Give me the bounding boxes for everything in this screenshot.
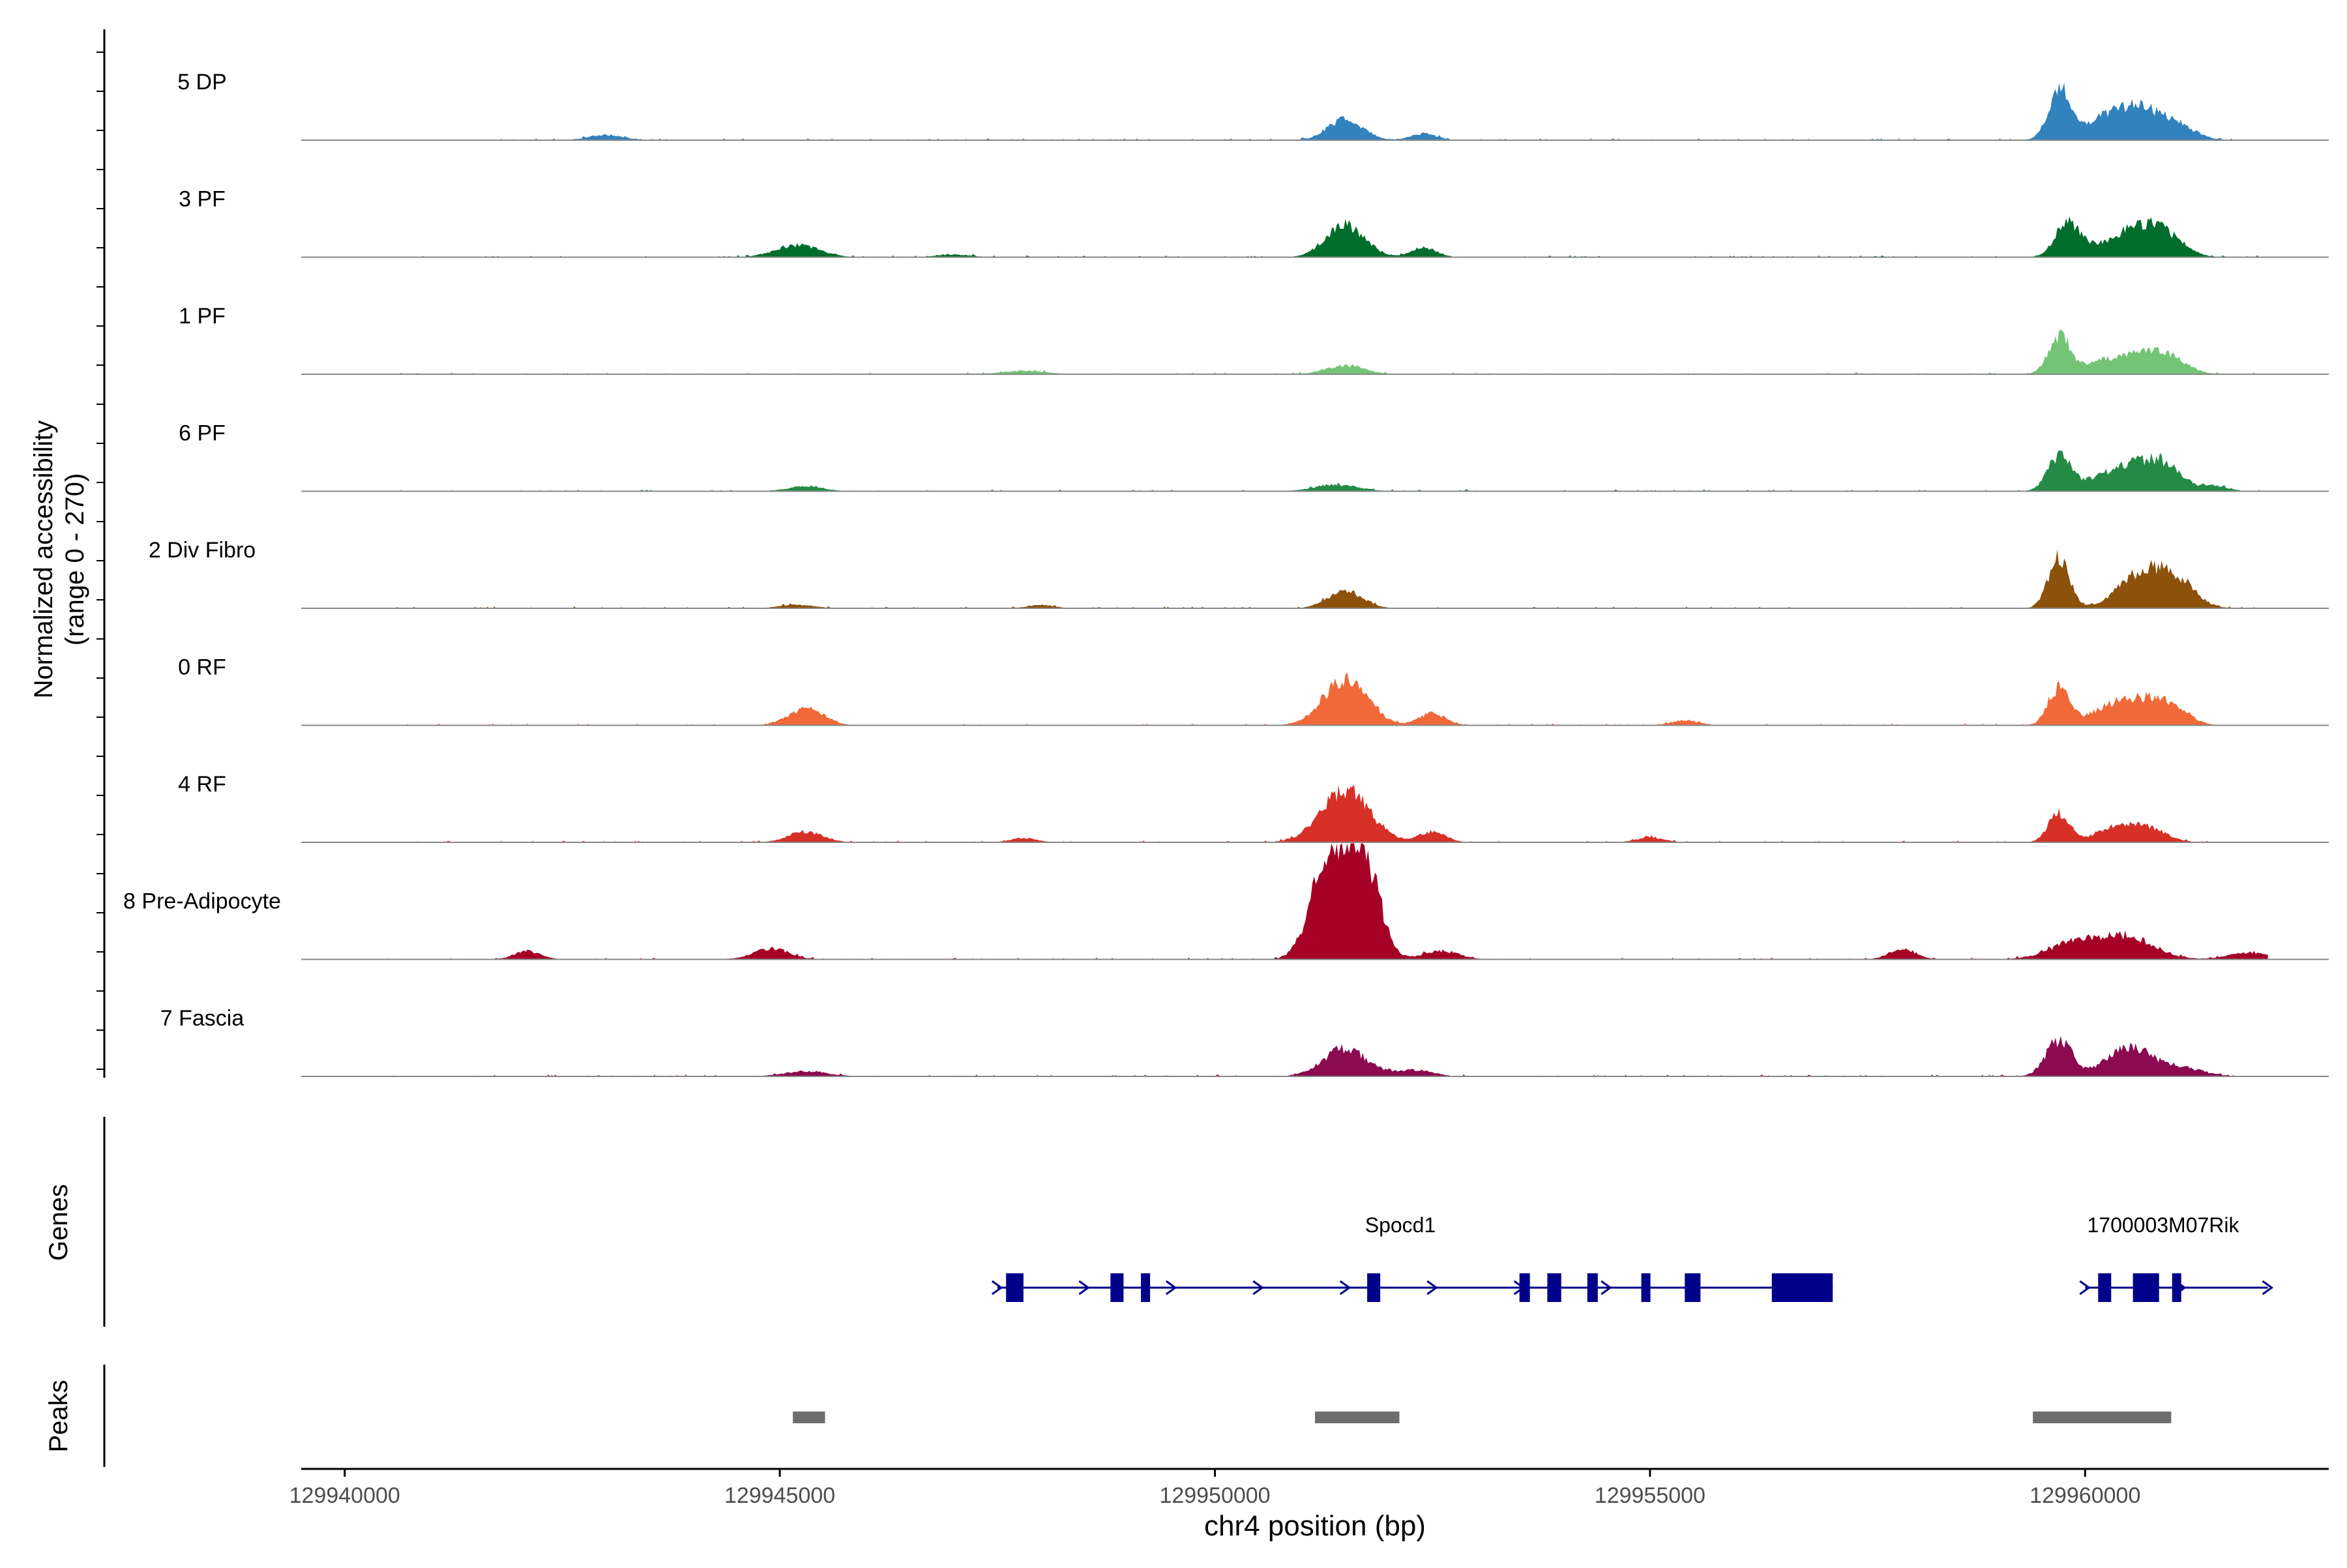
track-5-dp: 5 DP — [177, 70, 2329, 141]
track-4-rf: 4 RF — [178, 772, 2329, 843]
peak-regions — [793, 1412, 2172, 1423]
track-3-pf: 3 PF — [179, 187, 2329, 258]
coverage-area — [388, 672, 2268, 726]
strand-arrow — [1339, 1280, 1351, 1295]
peak-region — [1315, 1412, 1400, 1423]
track-label: 2 Div Fibro — [149, 538, 256, 563]
x-tick-label: 129945000 — [724, 1483, 835, 1508]
track-2-div-fibro: 2 Div Fibro — [149, 538, 2329, 609]
track-label: 4 RF — [178, 772, 226, 797]
exon — [2098, 1273, 2112, 1302]
strand-arrow — [1165, 1280, 1177, 1295]
x-axis: 129940000 129945000 129950000 129955000 1299… — [289, 1468, 2329, 1542]
strand-arrow — [1078, 1280, 1090, 1295]
exon — [1006, 1273, 1024, 1302]
x-ticks: 129940000 129945000 129950000 129955000 1299… — [289, 1469, 2140, 1508]
exon — [1547, 1273, 1561, 1302]
x-axis-label: chr4 position (bp) — [1204, 1510, 1426, 1542]
coverage-ylabel-line2: (range 0 - 270) — [61, 473, 89, 646]
genes-ylabel: Genes — [44, 1184, 73, 1261]
x-tick-label: 129940000 — [289, 1483, 400, 1508]
coverage-area — [388, 784, 2268, 842]
coverage-area — [388, 216, 2268, 258]
exon — [1141, 1273, 1151, 1302]
track-label: 6 PF — [179, 421, 226, 446]
track-6-pf: 6 PF — [179, 421, 2329, 492]
coverage-area — [388, 450, 2268, 492]
track-0-rf: 0 RF — [178, 655, 2329, 726]
peak-region — [2033, 1412, 2172, 1423]
gene-models: Spocd1 1700003M07Rik — [991, 1213, 2274, 1302]
coverage-area — [388, 843, 2268, 960]
track-label: 3 PF — [179, 187, 226, 212]
peak-region — [793, 1412, 825, 1423]
strand-arrow — [2262, 1280, 2274, 1295]
coverage-ylabel-line1: Normalized accessibility — [29, 421, 58, 699]
track-label: 1 PF — [179, 304, 226, 329]
exon — [1367, 1273, 1381, 1302]
exon — [1685, 1273, 1701, 1302]
exon — [1110, 1273, 1124, 1302]
track-label: 5 DP — [177, 70, 227, 95]
exon — [2133, 1273, 2159, 1302]
exon — [1641, 1273, 1651, 1302]
coverage-area — [388, 82, 2268, 140]
x-tick-label: 129960000 — [2030, 1483, 2140, 1508]
peaks-ylabel: Peaks — [44, 1380, 73, 1452]
track-label: 7 Fascia — [160, 1006, 244, 1031]
track-label: 0 RF — [178, 655, 226, 680]
coverage-area — [388, 549, 2268, 608]
coverage-panel: Normalized accessibility (range 0 - 270)… — [29, 29, 2329, 1078]
track-7-fascia: 7 Fascia — [160, 1006, 2329, 1077]
track-label: 8 Pre-Adipocyte — [123, 889, 281, 914]
strand-arrow — [991, 1280, 1003, 1295]
genes-panel: Genes Spocd1 1700003M07Rik — [44, 1117, 2274, 1327]
exon — [2172, 1273, 2181, 1302]
exon — [1587, 1273, 1598, 1302]
coverage-area — [388, 1035, 2268, 1076]
peaks-panel: Peaks — [44, 1365, 2172, 1467]
track-8-pre-adipocyte: 8 Pre-Adipocyte — [123, 843, 2329, 960]
gene-spocd1: Spocd1 — [991, 1213, 1833, 1302]
x-tick-label: 129950000 — [1159, 1483, 1270, 1508]
gene-1700003m07rik: 1700003M07Rik — [2079, 1213, 2274, 1302]
gene-name: Spocd1 — [1365, 1213, 1436, 1237]
strand-arrow — [1601, 1280, 1612, 1295]
strand-arrow — [1426, 1280, 1438, 1295]
gene-name: 1700003M07Rik — [2087, 1213, 2239, 1237]
x-tick-label: 129955000 — [1595, 1483, 1705, 1508]
coverage-area — [388, 329, 2268, 374]
exon — [1519, 1273, 1530, 1302]
coverage-tracks: 5 DP 3 PF 1 PF 6 PF 2 Div Fibro 0 RF 4 RF 8 Pre… — [123, 70, 2329, 1077]
coverage-y-ticks — [96, 52, 104, 1070]
track-1-pf: 1 PF — [179, 304, 2329, 375]
strand-arrow — [1252, 1280, 1264, 1295]
exon — [1771, 1273, 1833, 1302]
strand-arrow — [2079, 1280, 2091, 1295]
